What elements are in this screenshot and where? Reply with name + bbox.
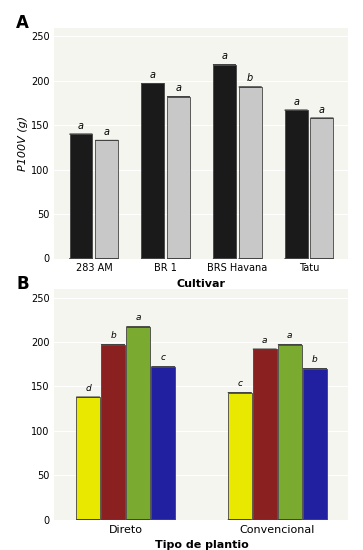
Text: A: A (16, 14, 29, 32)
Bar (303, 368, 327, 520)
Text: b: b (110, 331, 116, 340)
Text: a: a (78, 120, 84, 130)
Bar (95, 140, 118, 258)
Text: c: c (161, 354, 166, 362)
Text: a: a (221, 51, 227, 61)
Text: c: c (237, 379, 242, 388)
Text: a: a (135, 314, 141, 322)
Text: a: a (293, 97, 299, 107)
Bar (101, 345, 125, 520)
Bar (69, 134, 93, 258)
Text: d: d (85, 384, 91, 393)
Text: a: a (150, 70, 156, 80)
Bar (141, 84, 164, 258)
X-axis label: Tipo de plantio: Tipo de plantio (155, 540, 248, 550)
Text: b: b (312, 355, 318, 364)
Bar (239, 87, 262, 258)
Bar (213, 65, 236, 258)
Text: B: B (16, 275, 29, 293)
Text: a: a (176, 83, 182, 93)
Legend: Direto, Convencional: Direto, Convencional (119, 327, 284, 337)
Bar (76, 397, 100, 520)
Text: a: a (319, 104, 325, 114)
Bar (285, 110, 307, 258)
Text: a: a (287, 331, 293, 340)
Bar (126, 327, 150, 520)
Text: a: a (104, 126, 110, 137)
Bar (253, 349, 277, 520)
Y-axis label: P100V (g): P100V (g) (18, 116, 28, 170)
Text: a: a (262, 336, 268, 345)
Bar (151, 367, 175, 520)
Bar (228, 393, 252, 520)
Text: b: b (247, 74, 253, 84)
Bar (167, 97, 190, 258)
Bar (310, 118, 334, 258)
Bar (278, 345, 302, 520)
X-axis label: Cultivar: Cultivar (177, 279, 226, 289)
